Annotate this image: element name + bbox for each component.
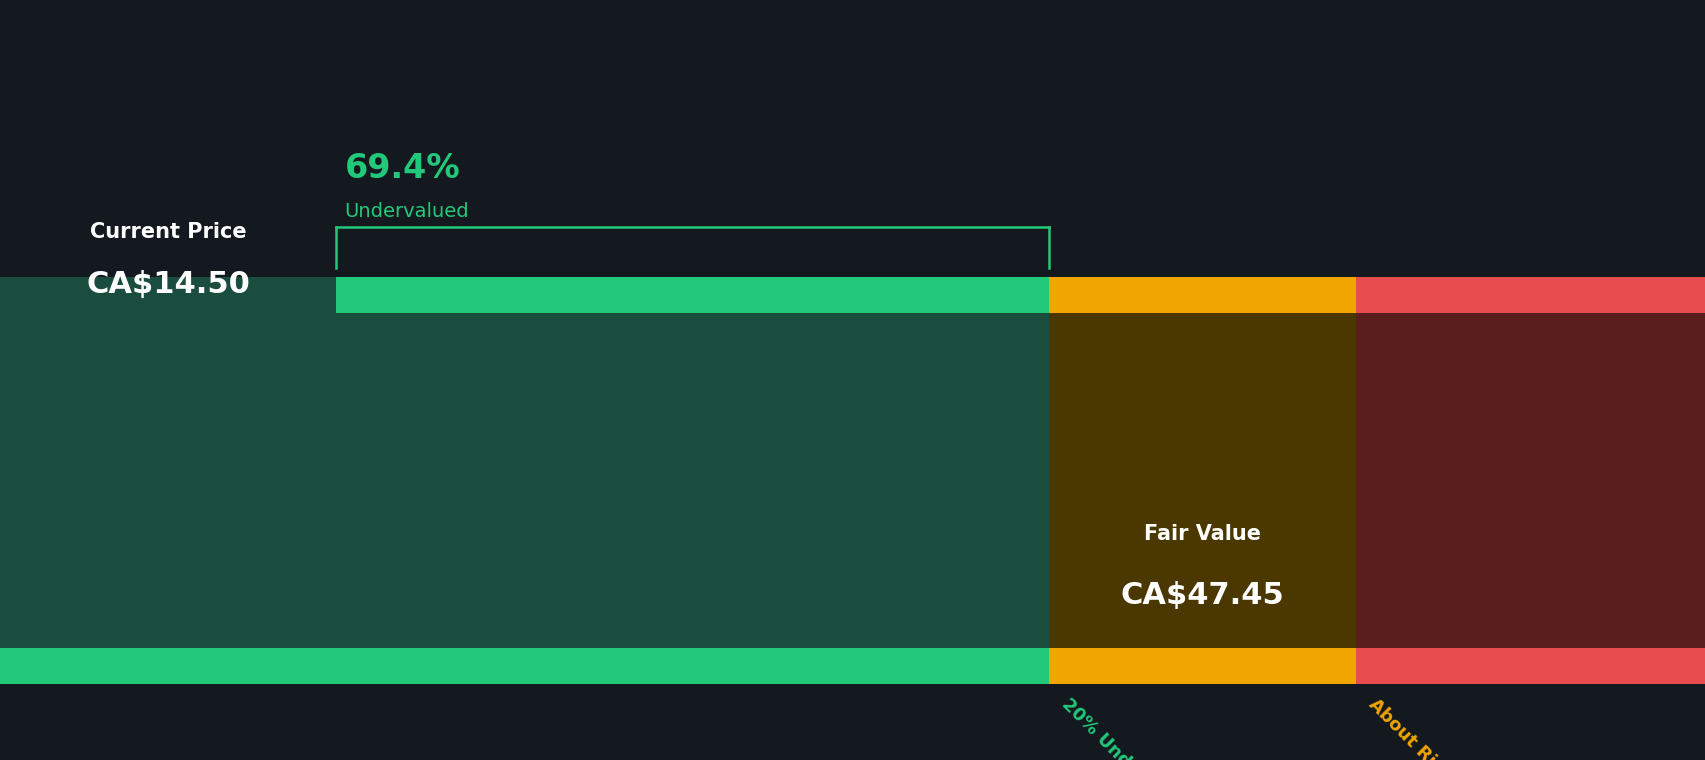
Text: CA$14.50: CA$14.50 (85, 270, 251, 299)
Text: Current Price: Current Price (90, 222, 246, 242)
Bar (1049, 473, 1355, 648)
Text: About Right: About Right (1364, 695, 1461, 760)
Bar (0, 277, 336, 313)
Bar (1049, 648, 1355, 684)
Bar (0, 648, 1049, 684)
Bar (0, 437, 336, 648)
Bar (0, 277, 1049, 313)
Text: Fair Value: Fair Value (1144, 524, 1260, 544)
Text: CA$47.45: CA$47.45 (1120, 581, 1284, 610)
Text: 20% Undervalued: 20% Undervalued (1057, 695, 1195, 760)
Bar (1049, 313, 1355, 648)
Bar (0, 313, 1049, 648)
Bar (1355, 313, 1705, 648)
Text: Undervalued: Undervalued (344, 202, 469, 221)
Bar (1355, 277, 1705, 313)
Bar (1049, 277, 1355, 313)
Bar (1355, 648, 1705, 684)
Text: 69.4%: 69.4% (344, 153, 460, 185)
